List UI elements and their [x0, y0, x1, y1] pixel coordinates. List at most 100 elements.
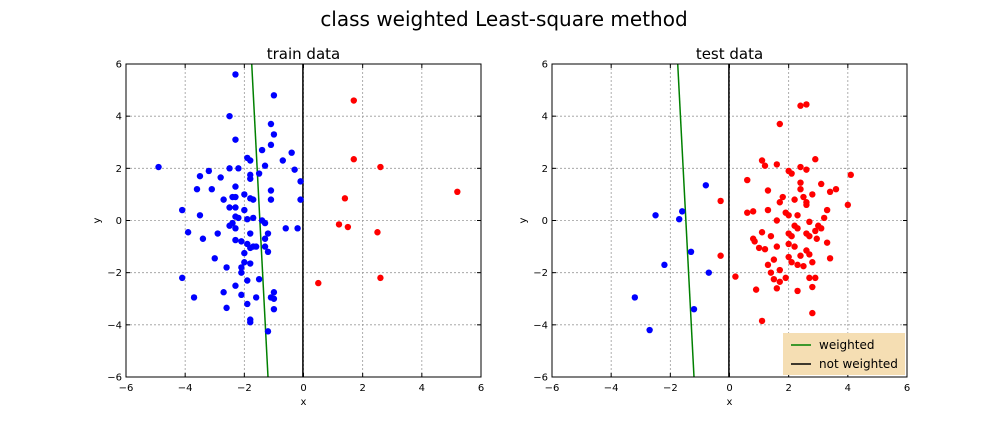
train-point-blue — [232, 236, 239, 244]
train-point-red — [344, 223, 352, 231]
test-points — [631, 101, 854, 334]
train-point-red — [335, 221, 343, 228]
test-point-blue — [652, 212, 659, 219]
test-point-red — [776, 199, 783, 206]
test-point-red — [717, 252, 724, 259]
test-point-red — [758, 317, 766, 325]
test-point-red — [797, 252, 804, 259]
train-y-tick-label: −2 — [107, 268, 122, 279]
train-point-blue — [261, 219, 269, 227]
train-point-blue — [232, 225, 239, 232]
train-point-blue — [232, 204, 239, 211]
test-point-red — [761, 245, 769, 253]
train-point-blue — [291, 166, 298, 173]
train-y-tick-label: −6 — [107, 373, 122, 384]
train-panel-title: train data — [267, 45, 340, 63]
test-point-red — [832, 186, 840, 193]
test-point-red — [806, 274, 813, 282]
train-point-blue — [193, 186, 201, 193]
train-x-tick-label: −6 — [119, 383, 134, 394]
train-point-blue — [247, 230, 254, 237]
test-point-red — [800, 193, 807, 201]
train-point-red — [377, 163, 384, 171]
train-point-blue — [267, 141, 275, 149]
test-point-red — [847, 171, 854, 179]
test-point-red — [785, 253, 792, 261]
test-point-blue — [705, 269, 712, 276]
train-point-blue — [255, 275, 263, 283]
test-point-blue — [631, 294, 639, 301]
train-point-blue — [241, 191, 248, 198]
test-point-red — [806, 251, 813, 258]
test-x-tick-label: −6 — [545, 383, 560, 394]
test-point-red — [764, 187, 772, 194]
train-y-tick-label: −4 — [107, 320, 122, 331]
train-point-blue — [264, 328, 272, 335]
test-x-axis-label: x — [727, 397, 733, 408]
test-point-red — [767, 232, 775, 240]
test-point-red — [773, 161, 781, 168]
test-point-red — [826, 188, 834, 196]
test-point-red — [812, 156, 819, 163]
test-point-blue — [661, 261, 668, 269]
test-point-red — [776, 278, 783, 285]
train-point-blue — [247, 260, 254, 267]
test-point-red — [758, 157, 766, 164]
test-x-tick-label: 0 — [726, 383, 732, 394]
train-point-blue — [297, 196, 304, 203]
test-point-red — [809, 191, 816, 198]
test-point-red — [758, 229, 766, 236]
train-point-blue — [217, 174, 224, 181]
train-point-red — [374, 229, 381, 236]
train-point-blue — [214, 230, 221, 237]
test-point-red — [717, 197, 724, 205]
test-point-red — [791, 243, 798, 250]
test-point-blue — [646, 326, 653, 334]
train-point-blue — [279, 157, 286, 164]
train-point-blue — [267, 120, 275, 128]
train-panel: train data x y −6−6 −4 −4 −2 −2 0 0 2 2 4 4 6 6 — [92, 45, 484, 408]
test-point-red — [755, 244, 763, 252]
train-point-blue — [190, 294, 198, 301]
train-point-blue — [226, 112, 233, 120]
test-y-tick-label: 2 — [542, 164, 548, 175]
test-point-red — [803, 166, 810, 173]
test-point-red — [732, 273, 739, 280]
test-point-red — [818, 180, 825, 188]
train-point-blue — [270, 289, 278, 296]
test-boundaries — [676, 64, 730, 377]
train-point-blue — [223, 304, 230, 312]
test-point-red — [773, 243, 781, 250]
test-legend-label: not weighted — [819, 357, 898, 371]
train-points — [155, 71, 461, 335]
test-point-red — [744, 176, 751, 184]
train-point-blue — [226, 222, 233, 229]
train-point-blue — [211, 255, 218, 262]
test-point-red — [809, 259, 816, 266]
train-point-blue — [252, 294, 260, 301]
test-point-red — [751, 238, 758, 245]
train-y-tick-label: 4 — [116, 112, 122, 123]
test-point-red — [785, 240, 792, 248]
train-point-blue — [205, 167, 213, 175]
test-point-blue — [676, 215, 683, 223]
train-point-blue — [244, 277, 251, 284]
train-point-blue — [220, 196, 227, 203]
train-x-axis-label: x — [301, 397, 307, 408]
test-point-red — [779, 193, 786, 201]
train-point-blue — [270, 305, 278, 313]
train-point-blue — [297, 178, 304, 185]
train-x-tick-label: 4 — [419, 383, 425, 394]
test-point-red — [803, 201, 810, 209]
test-point-red — [752, 286, 760, 293]
test-point-red — [773, 217, 781, 224]
test-y-tick-label: −4 — [533, 320, 548, 331]
train-point-blue — [241, 249, 248, 257]
train-point-blue — [235, 165, 242, 172]
train-y-tick-label: 2 — [116, 164, 122, 175]
test-y-axis-label: y — [518, 217, 529, 223]
train-point-blue — [247, 319, 254, 326]
test-legend: weighted not weighted — [783, 333, 905, 375]
test-point-red — [823, 239, 831, 246]
test-point-red — [806, 218, 813, 226]
